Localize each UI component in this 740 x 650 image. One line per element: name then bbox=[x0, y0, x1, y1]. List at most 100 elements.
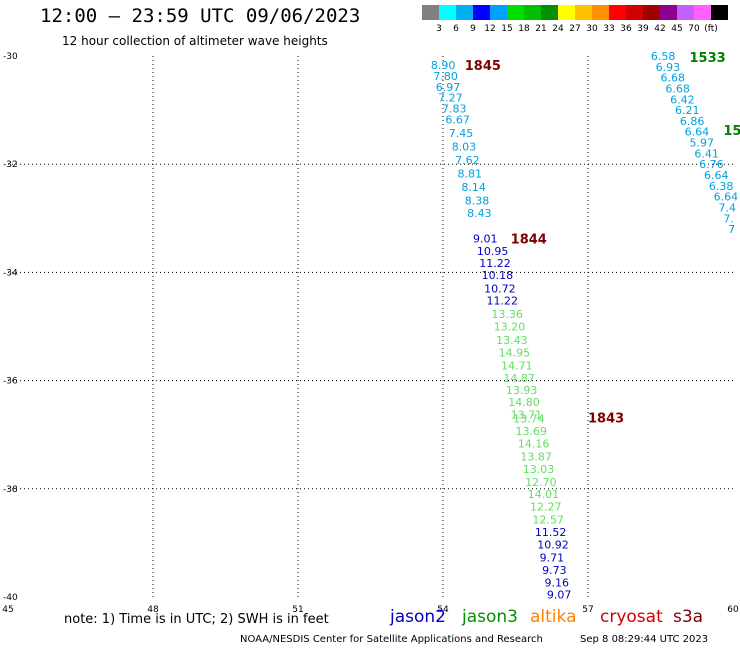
wave-height-value: 6.58 bbox=[651, 50, 676, 63]
legend-jason3: jason3 bbox=[462, 607, 518, 627]
color-scale-cell bbox=[439, 5, 456, 20]
wave-height-value: 13.69 bbox=[516, 425, 548, 438]
color-scale-label: 15 bbox=[501, 24, 513, 34]
color-scale-label: 42 bbox=[654, 24, 666, 34]
wave-height-value: 8.43 bbox=[467, 207, 492, 220]
wave-height-value: 12.70 bbox=[525, 476, 557, 489]
wave-height-value: 6.67 bbox=[445, 113, 470, 126]
wave-height-value: 7.45 bbox=[449, 127, 474, 140]
wave-height-value: 13.03 bbox=[523, 463, 555, 476]
wave-height-value: 6.64 bbox=[704, 169, 729, 182]
credit-line: NOAA/NESDIS Center for Satellite Applica… bbox=[240, 634, 543, 645]
wave-height-value: 9.16 bbox=[545, 576, 570, 589]
color-scale-cell bbox=[575, 5, 592, 20]
color-scale-cell bbox=[524, 5, 541, 20]
wave-height-value: 11.22 bbox=[487, 295, 519, 308]
wave-height-value: 7.62 bbox=[455, 154, 480, 167]
wave-height-value: 11.22 bbox=[479, 257, 511, 270]
wave-height-value: 9.73 bbox=[542, 564, 567, 577]
wave-height-value: 8.03 bbox=[452, 140, 477, 153]
wave-height-value: 8.90 bbox=[431, 59, 456, 72]
color-scale-cell bbox=[456, 5, 473, 20]
color-scale-label: 36 bbox=[620, 24, 632, 34]
y-tick-label: -36 bbox=[3, 377, 18, 387]
pass-time-label: 1843 bbox=[588, 411, 624, 426]
pass-time-label: 1845 bbox=[465, 59, 501, 74]
wave-height-value: 6.93 bbox=[656, 61, 681, 74]
wave-height-value: 8.14 bbox=[461, 181, 486, 194]
wave-height-value: 10.72 bbox=[484, 283, 516, 296]
wave-height-value: 7.27 bbox=[438, 92, 463, 105]
x-tick-label: 51 bbox=[292, 605, 303, 615]
wave-height-value: 9.01 bbox=[473, 232, 498, 245]
wave-height-value: 6.64 bbox=[685, 126, 710, 139]
x-tick-label: 54 bbox=[437, 605, 449, 615]
x-tick-label: 57 bbox=[582, 605, 593, 615]
wave-height-value: 7. bbox=[723, 212, 734, 225]
wave-height-value: 13.87 bbox=[520, 450, 552, 463]
wave-height-value: 10.95 bbox=[477, 245, 509, 258]
wave-height-value: 13.71 bbox=[511, 409, 542, 422]
wave-height-value: 6.41 bbox=[694, 147, 719, 160]
color-scale-cell bbox=[609, 5, 626, 20]
wave-height-value: 6.68 bbox=[661, 72, 686, 85]
color-scale-cell bbox=[592, 5, 609, 20]
color-scale-label: 12 bbox=[484, 24, 496, 34]
color-scale-cell bbox=[558, 5, 575, 20]
wave-height-value: 6.64 bbox=[714, 191, 739, 204]
color-scale-label: 27 bbox=[569, 24, 581, 34]
legend-s3a: s3a bbox=[673, 607, 704, 627]
color-scale-cell bbox=[677, 5, 694, 20]
wave-height-value: 14.16 bbox=[518, 437, 550, 450]
color-scale-cell bbox=[541, 5, 558, 20]
wave-height-value: 14.01 bbox=[528, 488, 560, 501]
color-scale-cell bbox=[694, 5, 711, 20]
color-scale-cell bbox=[626, 5, 643, 20]
color-scale-label: 30 bbox=[586, 24, 598, 34]
wave-height-value: 14.87 bbox=[503, 372, 534, 385]
wave-height-value: 6.86 bbox=[680, 115, 705, 128]
color-scale-label: 39 bbox=[637, 24, 649, 34]
wave-height-value: 10.18 bbox=[482, 269, 513, 282]
color-scale-label: 45 bbox=[671, 24, 683, 34]
x-tick-label: 45 bbox=[2, 605, 13, 615]
wave-height-value: 7.80 bbox=[433, 70, 458, 83]
pass-time-label: 15 bbox=[723, 124, 740, 139]
x-tick-label: 60 bbox=[727, 605, 739, 615]
wave-height-value: 8.81 bbox=[458, 167, 483, 180]
color-scale-label: 18 bbox=[518, 24, 530, 34]
color-scale-label: 9 bbox=[470, 24, 476, 34]
color-scale-label: 6 bbox=[453, 24, 459, 34]
wave-height-value: 7.4 bbox=[719, 201, 737, 214]
wave-height-value: 8.38 bbox=[465, 194, 490, 207]
color-scale-label: 3 bbox=[436, 24, 442, 34]
wave-height-value: 6.38 bbox=[709, 180, 734, 193]
color-scale-cell bbox=[711, 5, 728, 20]
wave-height-value: 10.92 bbox=[537, 539, 569, 552]
wave-height-value: 12.57 bbox=[532, 514, 564, 527]
color-scale-cell bbox=[643, 5, 660, 20]
color-scale-cell bbox=[660, 5, 677, 20]
wave-height-value: 6.97 bbox=[436, 81, 461, 94]
color-scale-label: (ft) bbox=[704, 24, 718, 34]
wave-height-value: 14.80 bbox=[508, 396, 540, 409]
wave-height-value: 14.71 bbox=[501, 359, 533, 372]
color-scale-label: 21 bbox=[535, 24, 547, 34]
wave-height-value: 11.52 bbox=[535, 526, 567, 539]
wave-height-value: 13.43 bbox=[496, 334, 527, 347]
x-tick-label: 48 bbox=[147, 605, 159, 615]
color-scale-label: 70 bbox=[688, 24, 700, 34]
wave-height-value: 13.74 bbox=[513, 412, 545, 425]
wave-height-value: 13.93 bbox=[506, 384, 538, 397]
wave-height-value: 6.21 bbox=[675, 104, 700, 117]
wave-height-value: 14.95 bbox=[499, 346, 531, 359]
wave-height-value: 9.07 bbox=[547, 588, 572, 601]
legend-jason2: jason2 bbox=[390, 607, 446, 627]
wave-height-value: 6.68 bbox=[665, 82, 690, 95]
color-scale-label: 33 bbox=[603, 24, 615, 34]
y-tick-label: -32 bbox=[3, 160, 18, 170]
color-scale-cell bbox=[473, 5, 490, 20]
wave-height-value: 13.36 bbox=[491, 308, 523, 321]
legend-cryosat: cryosat bbox=[600, 607, 663, 627]
y-tick-label: -40 bbox=[3, 593, 18, 603]
